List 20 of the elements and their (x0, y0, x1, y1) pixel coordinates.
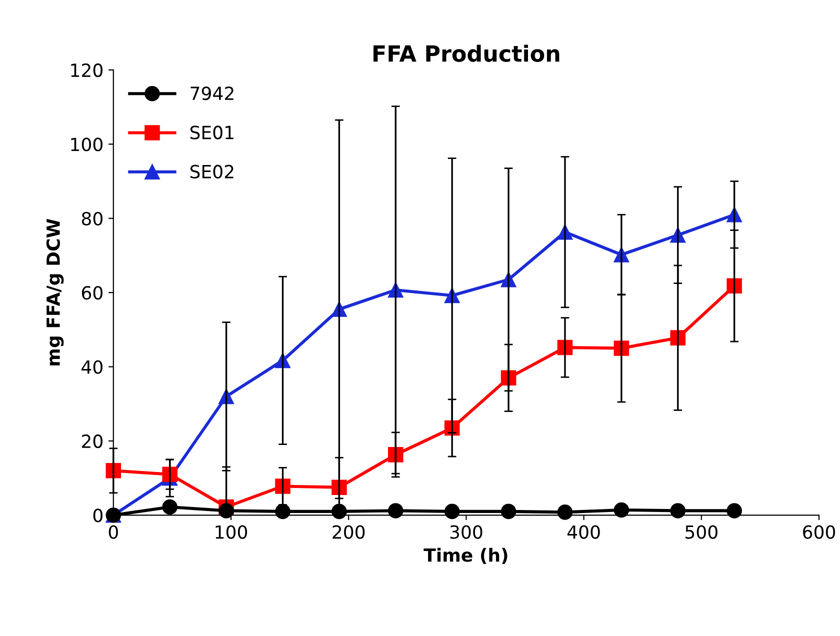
legend-label: 7942 (190, 86, 234, 100)
x-tick-label: 300 (450, 525, 482, 539)
x-tick-label: 100 (216, 525, 248, 539)
legend-label: SE02 (190, 164, 234, 178)
y-tick-label: 20 (82, 434, 102, 448)
y-tick-label: 60 (82, 286, 102, 300)
x-tick-label: 0 (108, 525, 118, 539)
x-tick-label: 600 (803, 525, 836, 539)
y-tick-label: 40 (82, 360, 102, 374)
chart-title: FFA Production (374, 44, 560, 62)
x-axis-title: Time (h) (424, 548, 508, 564)
y-tick-label: 120 (71, 63, 102, 78)
y-tick-label: 100 (71, 138, 102, 152)
y-tick-label: 0 (93, 508, 102, 522)
x-tick-label: 500 (686, 525, 718, 539)
legend-label: SE01 (190, 126, 234, 140)
y-axis-title: mg FFA/g DCW (46, 218, 64, 366)
x-tick-label: 400 (567, 525, 600, 539)
y-tick-label: 80 (82, 212, 102, 226)
x-tick-label: 200 (332, 525, 365, 539)
